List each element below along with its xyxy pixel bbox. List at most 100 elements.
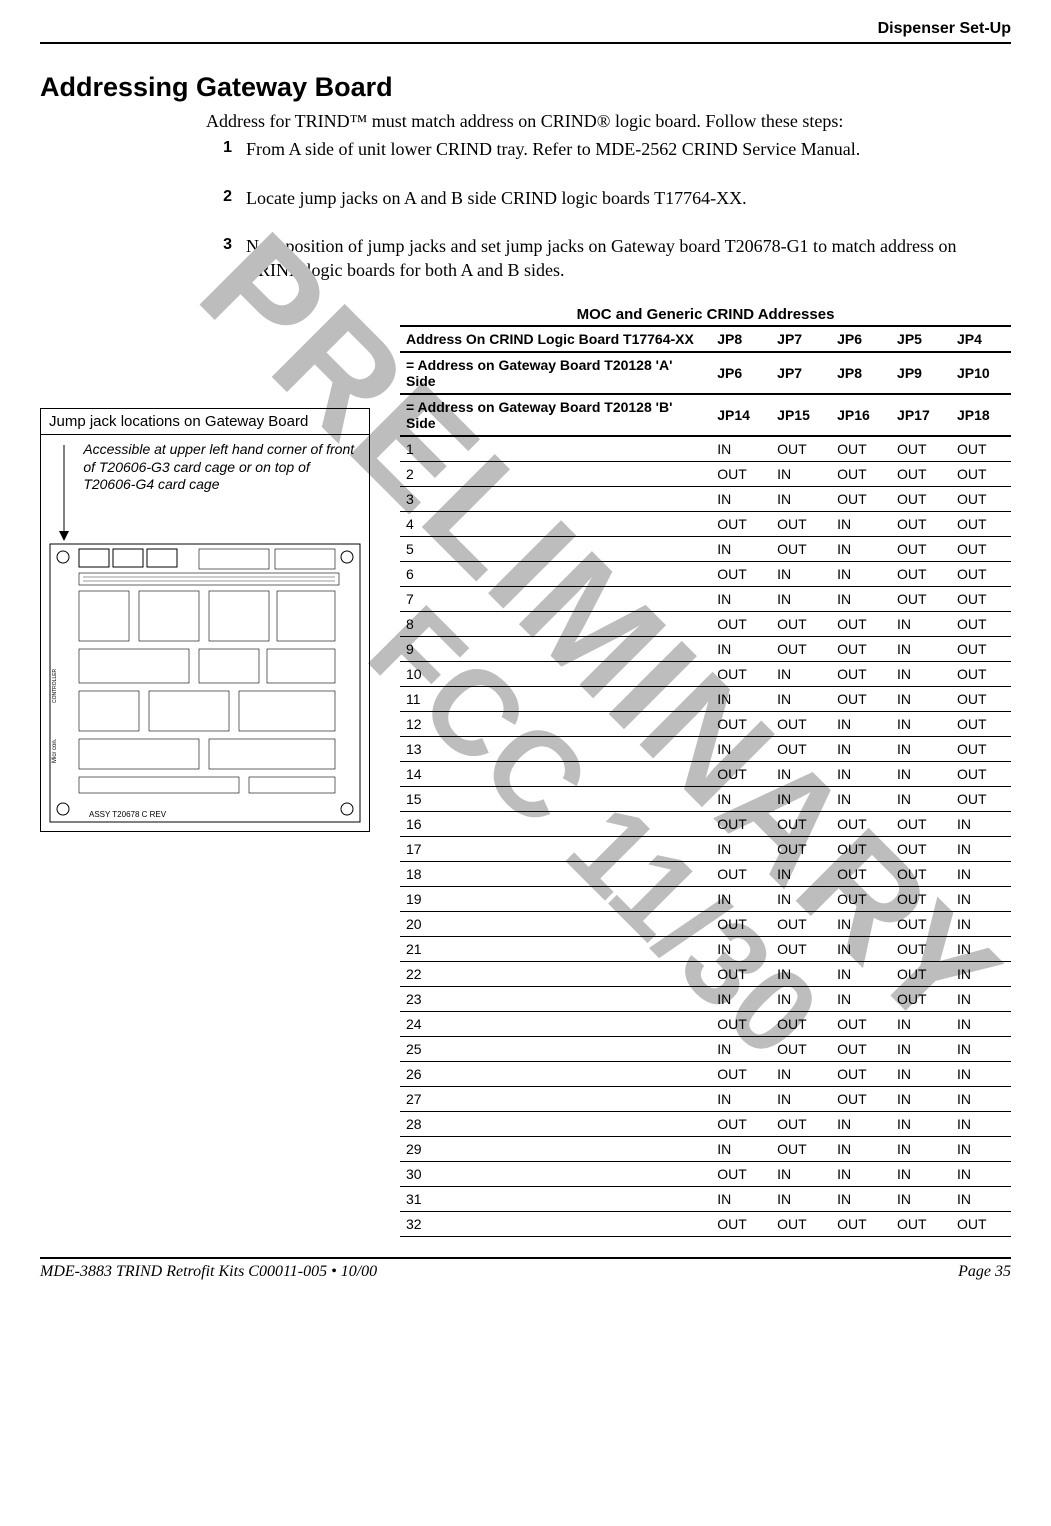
address-cell: 8 <box>400 612 711 637</box>
jumper-value-cell: IN <box>711 987 771 1012</box>
jumper-value-cell: IN <box>771 462 831 487</box>
jumper-value-cell: OUT <box>771 512 831 537</box>
address-cell: 12 <box>400 712 711 737</box>
jumper-value-cell: OUT <box>771 1037 831 1062</box>
jumper-value-cell: OUT <box>771 837 831 862</box>
jumper-value-cell: OUT <box>711 712 771 737</box>
jumper-value-cell: OUT <box>951 637 1011 662</box>
jumper-value-cell: OUT <box>951 662 1011 687</box>
jumper-value-cell: IN <box>831 937 891 962</box>
jumper-value-cell: IN <box>711 487 771 512</box>
jumper-value-cell: OUT <box>891 587 951 612</box>
section-title: Addressing Gateway Board <box>40 72 1011 103</box>
jumper-value-cell: IN <box>831 562 891 587</box>
table-head-jumper: JP14 <box>711 394 771 436</box>
figure-caption: Accessible at upper left hand corner of … <box>79 441 361 494</box>
jumper-value-cell: OUT <box>711 912 771 937</box>
jumper-value-cell: OUT <box>711 462 771 487</box>
jumper-value-cell: IN <box>951 887 1011 912</box>
table-row: 13INOUTININOUT <box>400 737 1011 762</box>
jumper-value-cell: OUT <box>891 887 951 912</box>
jumper-value-cell: OUT <box>891 562 951 587</box>
step-number: 2 <box>206 186 232 206</box>
table-row: 11ININOUTINOUT <box>400 687 1011 712</box>
jumper-value-cell: IN <box>891 1162 951 1187</box>
jumper-value-cell: OUT <box>711 562 771 587</box>
jumper-value-cell: OUT <box>711 512 771 537</box>
jumper-value-cell: IN <box>771 662 831 687</box>
address-cell: 10 <box>400 662 711 687</box>
figure-column: Jump jack locations on Gateway Board Acc… <box>40 408 370 832</box>
table-head-jumper: JP8 <box>711 326 771 352</box>
jumper-value-cell: OUT <box>891 912 951 937</box>
jumper-value-cell: IN <box>771 587 831 612</box>
table-row: 21INOUTINOUTIN <box>400 937 1011 962</box>
address-cell: 23 <box>400 987 711 1012</box>
address-cell: 3 <box>400 487 711 512</box>
jumper-value-cell: IN <box>951 1162 1011 1187</box>
address-cell: 7 <box>400 587 711 612</box>
jumper-value-cell: IN <box>891 1187 951 1212</box>
table-row: 7INININOUTOUT <box>400 587 1011 612</box>
jumper-value-cell: OUT <box>831 887 891 912</box>
address-cell: 18 <box>400 862 711 887</box>
jumper-value-cell: OUT <box>831 487 891 512</box>
jumper-value-cell: OUT <box>951 462 1011 487</box>
table-row: 30OUTININININ <box>400 1162 1011 1187</box>
table-row: 15ININININOUT <box>400 787 1011 812</box>
jumper-value-cell: OUT <box>831 637 891 662</box>
jumper-value-cell: IN <box>891 1112 951 1137</box>
table-row: 6OUTININOUTOUT <box>400 562 1011 587</box>
jumper-value-cell: IN <box>771 687 831 712</box>
address-cell: 26 <box>400 1062 711 1087</box>
address-cell: 25 <box>400 1037 711 1062</box>
step-item: 2 Locate jump jacks on A and B side CRIND… <box>206 186 1011 210</box>
table-head-row: Address On CRIND Logic Board T17764-XXJP… <box>400 326 1011 352</box>
jumper-value-cell: OUT <box>951 712 1011 737</box>
jumper-value-cell: IN <box>711 587 771 612</box>
table-row: 31INININININ <box>400 1187 1011 1212</box>
jumper-value-cell: OUT <box>771 1112 831 1137</box>
jumper-value-cell: OUT <box>711 962 771 987</box>
jumper-value-cell: OUT <box>711 1212 771 1237</box>
jumper-value-cell: OUT <box>771 1012 831 1037</box>
jumper-value-cell: OUT <box>891 436 951 462</box>
jumper-value-cell: OUT <box>891 987 951 1012</box>
figure-box: Accessible at upper left hand corner of … <box>40 434 370 832</box>
address-cell: 31 <box>400 1187 711 1212</box>
table-head-jumper: JP6 <box>711 352 771 394</box>
address-cell: 16 <box>400 812 711 837</box>
table-head-desc: = Address on Gateway Board T20128 'A' Si… <box>400 352 711 394</box>
jumper-value-cell: OUT <box>831 436 891 462</box>
table-head-jumper: JP18 <box>951 394 1011 436</box>
table-row: 9INOUTOUTINOUT <box>400 637 1011 662</box>
table-head-row: = Address on Gateway Board T20128 'B' Si… <box>400 394 1011 436</box>
jumper-value-cell: OUT <box>771 937 831 962</box>
step-item: 1From A side of unit lower CRIND tray. R… <box>206 137 1011 161</box>
page-footer: MDE-3883 TRIND Retrofit Kits C00011-005 … <box>40 1263 1011 1281</box>
jumper-value-cell: OUT <box>891 812 951 837</box>
jumper-value-cell: IN <box>831 1187 891 1212</box>
jumper-value-cell: IN <box>711 937 771 962</box>
table-head-desc: Address On CRIND Logic Board T17764-XX <box>400 326 711 352</box>
jumper-value-cell: IN <box>771 787 831 812</box>
jumper-value-cell: IN <box>831 762 891 787</box>
step-text: Locate jump jacks on A and B side CRIND … <box>246 186 747 210</box>
jumper-value-cell: IN <box>891 1012 951 1037</box>
address-table: Address On CRIND Logic Board T17764-XXJP… <box>400 325 1011 1237</box>
jumper-value-cell: OUT <box>831 812 891 837</box>
jumper-value-cell: OUT <box>891 862 951 887</box>
table-row: 16OUTOUTOUTOUTIN <box>400 812 1011 837</box>
jumper-value-cell: OUT <box>951 436 1011 462</box>
jumper-value-cell: OUT <box>711 1012 771 1037</box>
step-text: Note position of jump jacks and set jump… <box>246 234 1011 283</box>
address-cell: 1 <box>400 436 711 462</box>
jumper-value-cell: IN <box>891 1087 951 1112</box>
address-cell: 6 <box>400 562 711 587</box>
jumper-value-cell: IN <box>951 837 1011 862</box>
jumper-value-cell: OUT <box>711 762 771 787</box>
jumper-value-cell: IN <box>951 912 1011 937</box>
footer-right: Page 35 <box>958 1263 1011 1281</box>
jumper-value-cell: OUT <box>711 612 771 637</box>
jumper-value-cell: OUT <box>831 837 891 862</box>
